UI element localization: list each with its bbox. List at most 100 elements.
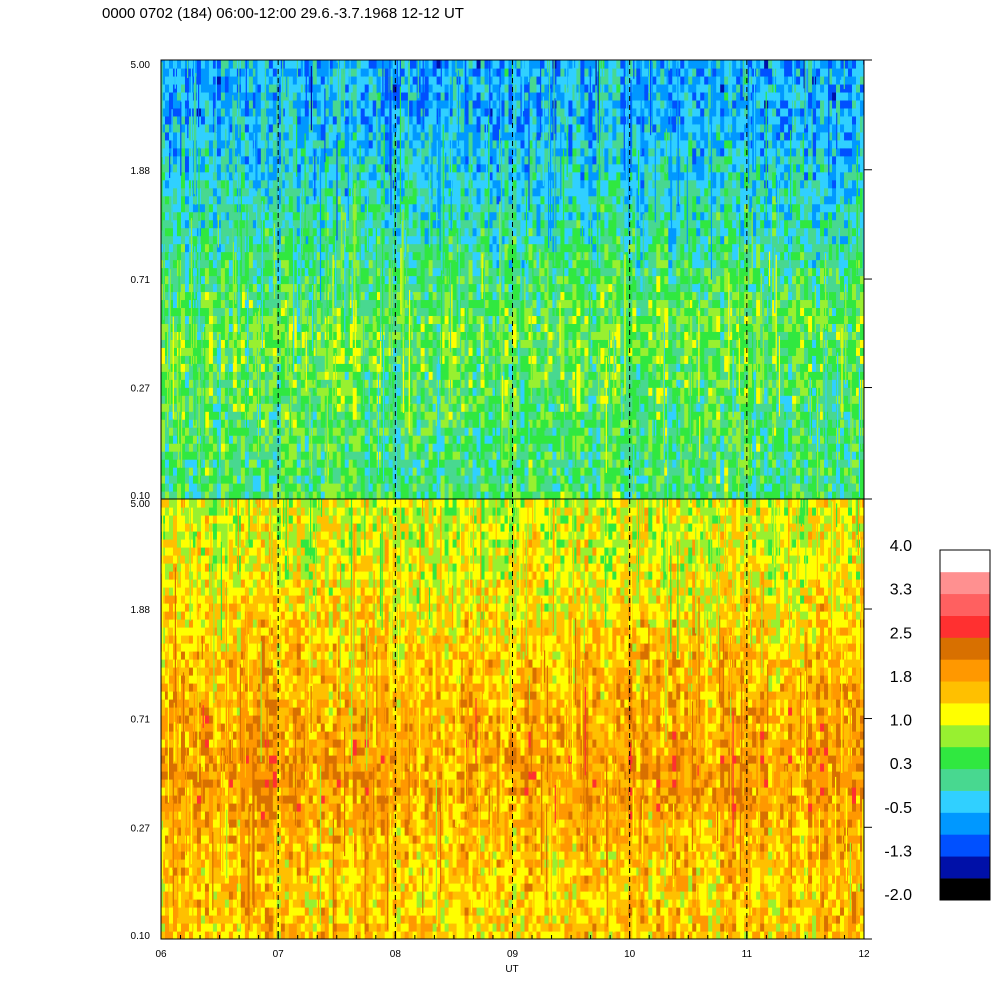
heatmap-cell: [460, 355, 466, 364]
heatmap-cell: [168, 211, 174, 221]
heatmap-cell: [212, 411, 218, 420]
heatmap-cell: [428, 307, 434, 317]
heatmap-cell: [204, 339, 210, 348]
heatmap-cell: [200, 267, 206, 277]
heatmap-cell: [336, 451, 342, 460]
heatmap-cell: [352, 171, 358, 181]
heatmap-cell: [480, 435, 486, 444]
heatmap-cell: [300, 427, 306, 436]
heatmap-cell: [336, 403, 342, 412]
heatmap-cell: [276, 139, 282, 149]
heatmap-cell: [520, 131, 526, 141]
heatmap-cell: [504, 411, 510, 420]
heatmap-cell: [164, 475, 170, 484]
heatmap-cell: [412, 371, 418, 380]
heatmap-cell: [264, 139, 270, 149]
heatmap-cell: [452, 211, 458, 221]
heatmap-cell: [372, 203, 378, 213]
heatmap-cell: [460, 419, 466, 428]
heatmap-cell: [472, 379, 478, 388]
heatmap-cell: [264, 291, 270, 301]
heatmap-cell: [384, 427, 390, 436]
heatmap-cell: [456, 355, 462, 364]
heatmap-cell: [500, 139, 506, 149]
heatmap-cell: [161, 355, 166, 364]
heatmap-cell: [228, 139, 234, 149]
heatmap-cell: [504, 251, 510, 261]
heatmap-cell: [264, 363, 270, 372]
heatmap-cell: [484, 75, 490, 85]
heatmap-cell: [364, 459, 370, 468]
heatmap-cell: [364, 379, 370, 388]
heatmap-cell: [368, 67, 374, 77]
heatmap-cell: [200, 419, 206, 428]
heatmap-cell: [264, 299, 270, 309]
heatmap-cell: [412, 227, 418, 237]
heatmap-cell: [408, 307, 414, 317]
heatmap-cell: [232, 147, 238, 157]
heatmap-cell: [476, 107, 482, 117]
heatmap-cell: [496, 115, 502, 125]
heatmap-cell: [304, 451, 310, 460]
heatmap-cell: [172, 227, 178, 237]
heatmap-cell: [312, 83, 318, 93]
heatmap-cell: [332, 195, 338, 205]
heatmap-cell: [436, 99, 442, 109]
heatmap-cell: [340, 395, 346, 404]
heatmap-cell: [200, 243, 206, 253]
heatmap-cell: [456, 387, 462, 396]
heatmap-cell: [172, 459, 178, 468]
heatmap-cell: [172, 115, 178, 125]
heatmap-cell: [308, 235, 314, 245]
heatmap-cell: [424, 395, 430, 404]
heatmap-cell: [184, 491, 190, 499]
heatmap-cell: [472, 259, 478, 269]
heatmap-cell: [348, 251, 354, 261]
heatmap-cell: [336, 491, 342, 499]
heatmap-cell: [508, 419, 514, 428]
heatmap-cell: [396, 323, 402, 332]
heatmap-cell: [476, 203, 482, 213]
heatmap-cell: [184, 443, 190, 452]
heatmap-cell: [372, 403, 378, 412]
heatmap-cell: [372, 267, 378, 277]
heatmap-cell: [340, 307, 346, 317]
heatmap-cell: [464, 171, 470, 181]
heatmap-cell: [240, 435, 246, 444]
heatmap-cell: [368, 411, 374, 420]
heatmap-cell: [520, 419, 526, 428]
heatmap-cell: [368, 339, 374, 348]
heatmap-cell: [328, 107, 334, 117]
heatmap-cell: [272, 299, 278, 309]
heatmap-cell: [268, 227, 274, 237]
heatmap-cell: [516, 315, 522, 324]
heatmap-cell: [500, 283, 506, 293]
heatmap-cell: [172, 187, 178, 197]
heatmap-cell: [476, 187, 482, 197]
heatmap-cell: [256, 451, 262, 460]
heatmap-cell: [424, 339, 430, 348]
heatmap-cell: [452, 163, 458, 173]
heatmap-cell: [161, 91, 166, 101]
heatmap-cell: [492, 123, 498, 133]
heatmap-cell: [200, 259, 206, 269]
heatmap-cell: [504, 275, 510, 285]
heatmap-cell: [520, 483, 526, 492]
heatmap-cell: [404, 299, 410, 309]
heatmap-cell: [164, 60, 170, 69]
heatmap-cell: [344, 451, 350, 460]
heatmap-cell: [312, 379, 318, 388]
heatmap-cell: [480, 403, 486, 412]
heatmap-cell: [348, 331, 354, 340]
heatmap-cell: [416, 60, 422, 69]
heatmap-cell: [344, 355, 350, 364]
heatmap-cell: [212, 475, 218, 484]
heatmap-cell: [312, 483, 318, 492]
heatmap-cell: [300, 123, 306, 133]
heatmap-cell: [180, 267, 186, 277]
heatmap-cell: [356, 259, 362, 269]
heatmap-cell: [300, 339, 306, 348]
heatmap-cell: [256, 275, 262, 285]
heatmap-cell: [161, 459, 166, 468]
heatmap-cell: [180, 339, 186, 348]
